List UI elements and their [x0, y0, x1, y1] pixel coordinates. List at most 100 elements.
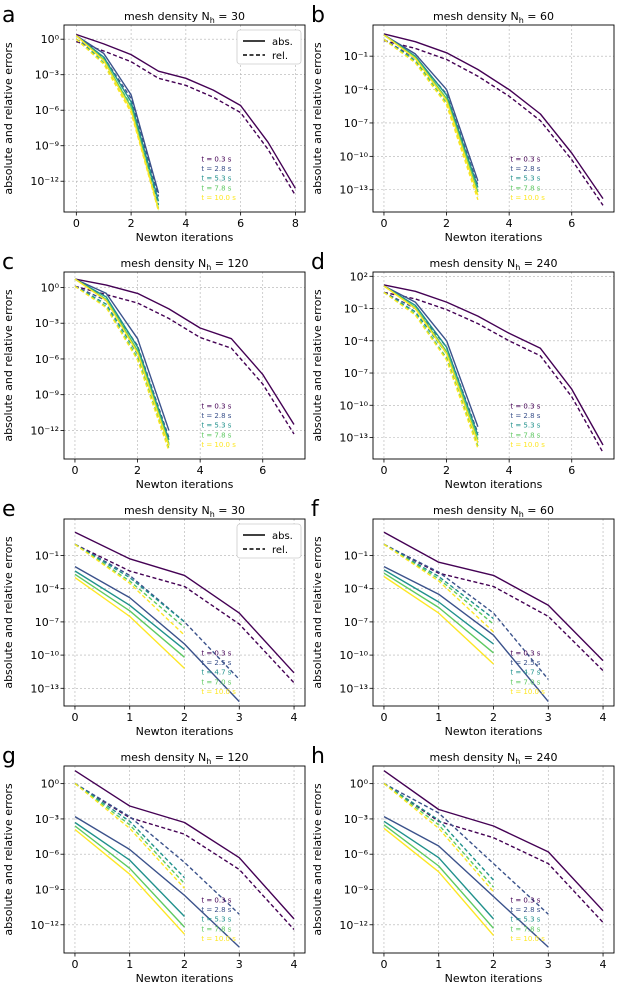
x-axis-label: Newton iterations — [445, 725, 543, 738]
time-label: t = 10.0 s — [510, 441, 545, 449]
y-tick-label: 10⁻⁷ — [344, 616, 368, 629]
series-line-rel — [75, 38, 160, 211]
y-tick-label: 10² — [350, 270, 368, 283]
y-tick-label: 10⁻⁶ — [35, 104, 60, 117]
x-tick-label: 1 — [435, 958, 442, 971]
x-tick-label: 2 — [181, 958, 188, 971]
series-line-abs — [383, 531, 604, 662]
series-line-rel — [75, 38, 160, 211]
axes-frame — [63, 24, 306, 213]
legend-abs-label: abs. — [272, 37, 293, 48]
y-tick-label: 10⁻¹ — [344, 50, 368, 63]
time-label: t = 4.7 s — [510, 669, 540, 677]
panel-title-tail: = 60 — [524, 504, 554, 517]
x-tick-label: 2 — [443, 217, 450, 230]
time-label: t = 10.0 s — [201, 935, 236, 943]
series-line-abs — [74, 770, 295, 920]
panel-letter: a — [2, 3, 15, 28]
panel-title-base: mesh density N — [433, 504, 519, 517]
x-axis-label: Newton iterations — [445, 231, 543, 244]
legend-rel-label: rel. — [272, 545, 288, 556]
panel-c: 0 2 4 6 10⁰ 10⁻³ 10⁻⁶ 10⁻⁹ 10⁻¹² mesh density Nh … — [2, 250, 306, 491]
time-label: t = 0.3 s — [510, 403, 540, 411]
x-axis-label: Newton iterations — [136, 972, 234, 985]
series-line-rel — [383, 291, 479, 443]
x-tick-label: 6 — [568, 217, 575, 230]
series-line-rel — [383, 291, 604, 453]
x-axis-label: Newton iterations — [445, 972, 543, 985]
series-line-abs — [74, 278, 170, 447]
time-label: t = 5.3 s — [201, 422, 231, 430]
series-line-abs — [74, 565, 240, 703]
x-tick-label: 3 — [236, 958, 243, 971]
series-line-abs — [383, 575, 494, 665]
x-tick-label: 4 — [506, 217, 513, 230]
x-tick-label: 2 — [181, 711, 188, 724]
series-line-rel — [383, 543, 549, 680]
series-line-rel — [383, 291, 479, 447]
x-tick-label: 4 — [506, 464, 513, 477]
x-tick-label: 1 — [435, 711, 442, 724]
y-tick-label: 10⁻³ — [35, 317, 59, 330]
series-line-abs — [383, 34, 479, 196]
x-tick-label: 1 — [126, 958, 133, 971]
x-axis-label: Newton iterations — [136, 725, 234, 738]
series-line-rel — [74, 285, 170, 438]
series-line-abs — [383, 827, 495, 936]
y-tick-label: 10⁻¹⁰ — [339, 150, 368, 163]
y-axis-label: absolute and relative errors — [311, 536, 324, 689]
time-label: t = 10.0 s — [201, 194, 236, 202]
axes-frame — [63, 271, 306, 460]
y-tick-label: 10⁻¹³ — [339, 184, 368, 197]
panel-title-tail: = 240 — [520, 257, 557, 270]
time-label: t = 2.8 s — [201, 165, 231, 173]
series-line-rel — [74, 285, 170, 445]
panel-title-subscript: h — [519, 16, 524, 25]
time-label: t = 2.8 s — [510, 165, 540, 173]
x-tick-label: 0 — [71, 958, 78, 971]
panel-letter: e — [2, 497, 16, 522]
y-tick-label: 10⁻⁴ — [344, 84, 369, 97]
panel-e: 0 1 2 3 4 10⁻¹ 10⁻⁴ 10⁻⁷ 10⁻¹⁰ 10⁻¹³ mesh density … — [2, 497, 306, 738]
y-axis-label: absolute and relative errors — [2, 536, 15, 689]
series-line-abs — [383, 820, 495, 920]
panel-title-base: mesh density N — [120, 257, 206, 270]
x-tick-label: 4 — [197, 464, 204, 477]
panel-g: 0 1 2 3 4 10⁰ 10⁻³ 10⁻⁶ 10⁻⁹ 10⁻¹² mesh density Nh… — [2, 744, 306, 985]
series-line-rel — [74, 543, 240, 680]
y-tick-label: 10⁻³ — [35, 813, 59, 826]
panel-title-subscript: h — [210, 510, 215, 519]
time-label: t = 2.8 s — [510, 906, 540, 914]
series-line-rel — [74, 543, 185, 623]
time-label: t = 0.3 s — [201, 403, 231, 411]
time-label: t = 0.3 s — [201, 897, 231, 905]
time-label: t = 0.3 s — [510, 156, 540, 164]
series-line-rel — [383, 783, 495, 893]
y-tick-label: 10⁻¹ — [344, 303, 368, 316]
y-tick-label: 10⁻¹² — [339, 919, 368, 932]
panel-title-base: mesh density N — [120, 751, 206, 764]
time-label: t = 7.8 s — [201, 431, 231, 439]
series-line-abs — [75, 35, 160, 210]
time-label: t = 5.3 s — [201, 916, 231, 924]
y-tick-label: 10⁻⁹ — [35, 140, 59, 153]
x-tick-label: 6 — [568, 464, 575, 477]
panel-letter: g — [2, 744, 16, 769]
panel-title: mesh density Nh = 120 — [120, 257, 248, 272]
y-tick-label: 10⁻⁷ — [344, 117, 368, 130]
x-tick-label: 6 — [259, 464, 266, 477]
time-label: t = 10.0 s — [201, 441, 236, 449]
time-label: t = 2.8 s — [201, 412, 231, 420]
panel-title-subscript: h — [206, 263, 211, 272]
series-line-abs — [74, 278, 170, 441]
y-tick-label: 10⁻¹⁰ — [30, 649, 59, 662]
panel-title-base: mesh density N — [433, 10, 519, 23]
panel-title-subscript: h — [206, 757, 211, 766]
time-label: t = 5.3 s — [510, 175, 540, 183]
y-tick-label: 10⁻³ — [35, 69, 59, 82]
series-line-abs — [75, 35, 160, 194]
series-line-rel — [76, 40, 297, 196]
series-line-rel — [74, 783, 186, 879]
x-tick-label: 3 — [236, 711, 243, 724]
series-line-abs — [383, 285, 479, 428]
